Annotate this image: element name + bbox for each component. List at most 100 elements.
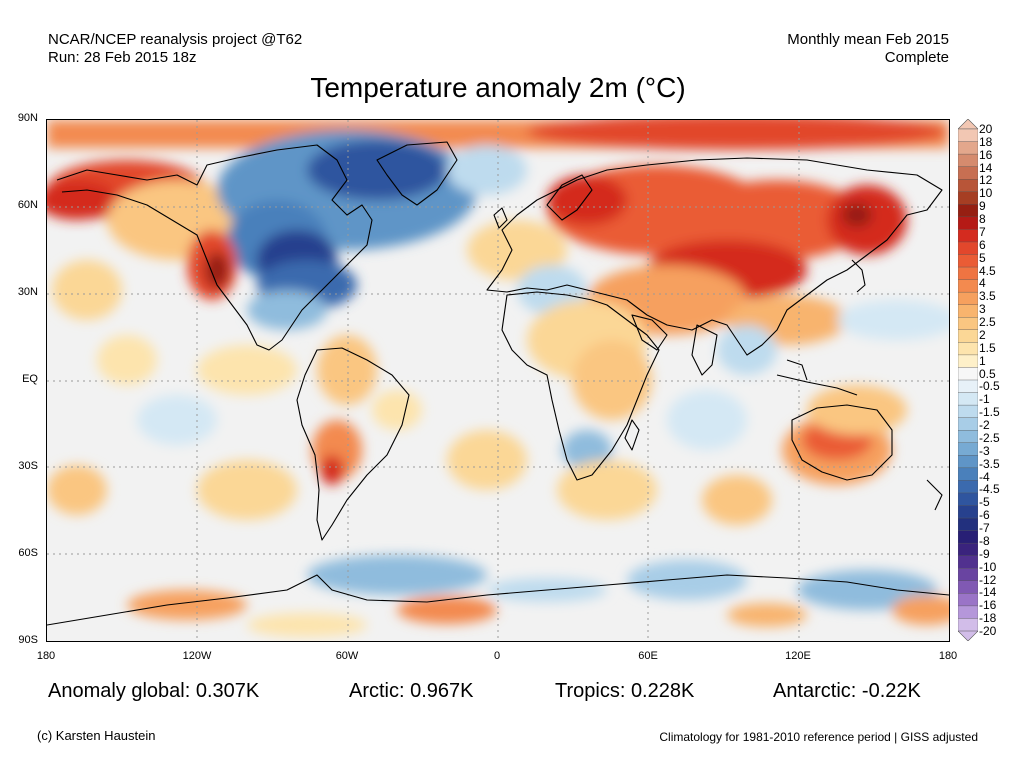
colorbar-swatch	[958, 153, 978, 168]
colorbar-swatch	[958, 204, 978, 218]
status-label: Complete	[884, 49, 949, 66]
colorbar-label: -6	[979, 508, 990, 523]
colorbar-label: 9	[979, 199, 986, 214]
colorbar-max-arrow	[958, 119, 978, 130]
colorbar-swatch	[958, 241, 978, 256]
colorbar-swatch	[958, 530, 978, 544]
colorbar-label: -7	[979, 521, 990, 536]
colorbar-swatch	[958, 367, 978, 381]
colorbar-swatch	[958, 480, 978, 494]
colorbar-label: 14	[979, 160, 993, 175]
temperature-anomaly-map	[46, 119, 950, 642]
colorbar-label: 7	[979, 224, 986, 239]
colorbar-swatch	[958, 404, 978, 419]
lon-label-60e: 60E	[638, 650, 658, 662]
colorbar-swatch	[958, 593, 978, 607]
colorbar-label: 4	[979, 276, 986, 291]
colorbar-label: -5	[979, 495, 990, 510]
colorbar-label: -18	[979, 611, 997, 626]
colorbar-swatch	[958, 216, 978, 231]
colorbar-label: -0.5	[979, 379, 1000, 394]
colorbar-label: -2	[979, 418, 990, 433]
colorbar-label: -14	[979, 585, 997, 600]
colorbar-label: -4.5	[979, 482, 1000, 497]
colorbar-swatch	[958, 568, 978, 582]
header-right: Monthly mean Feb 2015 Complete	[787, 31, 949, 67]
lat-label-90s: 90S	[18, 634, 38, 646]
colorbar-label: 10	[979, 186, 993, 201]
colorbar-label: 18	[979, 134, 993, 149]
colorbar-label: -3	[979, 443, 990, 458]
colorbar-swatch	[958, 492, 978, 507]
colorbar-swatch	[958, 266, 978, 281]
header-left: NCAR/NCEP reanalysis project @T62 Run: 2…	[48, 31, 302, 67]
lon-label-120e: 120E	[785, 650, 811, 662]
stat-antarctic: Antarctic: -0.22K	[773, 680, 921, 702]
colorbar-label: -12	[979, 572, 997, 587]
colorbar-label: -20	[979, 624, 997, 638]
colorbar-label: 1.5	[979, 340, 996, 355]
lon-label-180w: 180	[36, 650, 56, 662]
colorbar-label: -8	[979, 533, 990, 548]
colorbar-label: -10	[979, 559, 997, 574]
colorbar-label: 16	[979, 147, 993, 162]
colorbar-swatch	[958, 580, 978, 595]
stat-global: Anomaly global: 0.307K	[48, 680, 260, 702]
colorbar-swatch	[958, 605, 978, 620]
colorbar-label: -2.5	[979, 430, 1000, 445]
colorbar-label: -3.5	[979, 456, 1000, 471]
lon-label-60w: 60W	[335, 650, 359, 662]
colorbar-swatch	[958, 517, 978, 532]
colorbar-label: -4	[979, 469, 990, 484]
colorbar-swatch	[958, 191, 978, 206]
colorbar-label: -16	[979, 598, 997, 613]
colorbar-label: -1.5	[979, 405, 1000, 420]
colorbar-swatch	[958, 442, 978, 457]
stat-tropics: Tropics: 0.228K	[555, 680, 695, 702]
colorbar-label: 20	[979, 122, 993, 136]
lon-label-0: 0	[493, 650, 501, 662]
colorbar-swatch	[958, 229, 978, 243]
colorbar-label: 3	[979, 302, 986, 317]
colorbar-label: 8	[979, 212, 986, 227]
lon-label-180e: 180	[938, 650, 958, 662]
colorbar-swatch	[958, 304, 978, 318]
colorbar	[958, 119, 978, 641]
colorbar-swatch	[958, 342, 978, 356]
map-title: Temperature anomaly 2m (°C)	[310, 72, 686, 103]
colorbar-swatch	[958, 254, 978, 268]
colorbar-swatch	[958, 417, 978, 431]
colorbar-label: 1	[979, 353, 986, 368]
credit-author: (c) Karsten Haustein	[37, 728, 156, 743]
coastlines	[47, 141, 949, 626]
colorbar-swatch	[958, 379, 978, 394]
colorbar-swatch	[958, 141, 978, 155]
anomaly-field	[47, 120, 949, 637]
colorbar-swatch	[958, 555, 978, 569]
lon-label-120w: 120W	[182, 650, 212, 662]
colorbar-swatch	[958, 467, 978, 482]
colorbar-swatch	[958, 166, 978, 180]
colorbar-label: 6	[979, 237, 986, 252]
colorbar-label: 5	[979, 250, 986, 265]
run-label: Run: 28 Feb 2015 18z	[48, 49, 197, 66]
colorbar-swatch	[958, 279, 978, 293]
colorbar-label: -1	[979, 392, 990, 407]
lat-label-30s: 30S	[18, 460, 38, 472]
colorbar-swatch	[958, 542, 978, 557]
colorbar-swatch	[958, 291, 978, 306]
colorbar-swatch	[958, 179, 978, 193]
lat-label-30n: 30N	[17, 286, 38, 298]
lat-label-90n: 90N	[17, 112, 38, 124]
colorbar-swatch	[958, 354, 978, 369]
colorbar-swatch	[958, 128, 978, 143]
model-label: NCAR/NCEP reanalysis project @T62	[48, 31, 303, 48]
lat-label-60n: 60N	[17, 199, 38, 211]
colorbar-label: 0.5	[979, 366, 996, 381]
colorbar-swatch	[958, 317, 978, 331]
colorbar-min-arrow	[958, 630, 978, 641]
colorbar-swatch	[958, 430, 978, 444]
colorbar-swatch	[958, 329, 978, 344]
colorbar-label: 4.5	[979, 263, 996, 278]
colorbar-swatch	[958, 455, 978, 469]
